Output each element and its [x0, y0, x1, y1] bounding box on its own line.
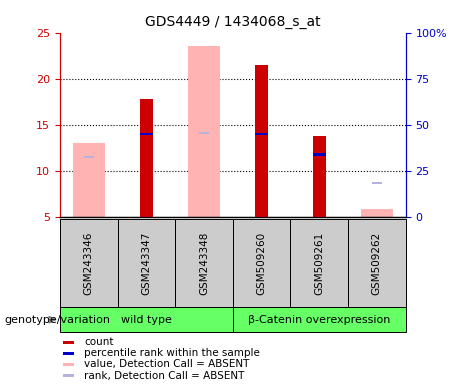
- FancyBboxPatch shape: [233, 219, 290, 307]
- FancyBboxPatch shape: [348, 219, 406, 307]
- Bar: [140, 133, 153, 135]
- Text: β-Catenin overexpression: β-Catenin overexpression: [248, 314, 390, 325]
- Text: GSM243346: GSM243346: [84, 231, 94, 295]
- Bar: [372, 182, 382, 184]
- FancyBboxPatch shape: [60, 219, 118, 307]
- Text: genotype/variation: genotype/variation: [5, 314, 111, 325]
- Bar: [361, 209, 393, 217]
- FancyBboxPatch shape: [64, 352, 74, 354]
- Bar: [140, 99, 153, 217]
- FancyBboxPatch shape: [118, 219, 175, 307]
- Bar: [313, 153, 325, 156]
- Text: rank, Detection Call = ABSENT: rank, Detection Call = ABSENT: [84, 371, 244, 381]
- Text: GSM243348: GSM243348: [199, 231, 209, 295]
- Text: value, Detection Call = ABSENT: value, Detection Call = ABSENT: [84, 359, 249, 369]
- Text: GSM243347: GSM243347: [142, 231, 151, 295]
- FancyBboxPatch shape: [175, 219, 233, 307]
- FancyBboxPatch shape: [290, 219, 348, 307]
- FancyBboxPatch shape: [64, 374, 74, 377]
- FancyBboxPatch shape: [60, 307, 233, 332]
- Bar: [188, 46, 220, 217]
- Text: percentile rank within the sample: percentile rank within the sample: [84, 348, 260, 358]
- Bar: [255, 133, 268, 135]
- Bar: [199, 132, 209, 134]
- Bar: [73, 143, 105, 217]
- Bar: [255, 65, 268, 217]
- Bar: [83, 156, 94, 158]
- Bar: [313, 136, 325, 217]
- FancyBboxPatch shape: [64, 363, 74, 366]
- Text: count: count: [84, 338, 113, 348]
- FancyBboxPatch shape: [64, 341, 74, 344]
- Text: GSM509260: GSM509260: [257, 232, 266, 295]
- Text: wild type: wild type: [121, 314, 172, 325]
- Title: GDS4449 / 1434068_s_at: GDS4449 / 1434068_s_at: [145, 15, 320, 29]
- FancyBboxPatch shape: [233, 307, 406, 332]
- Text: GSM509261: GSM509261: [314, 232, 324, 295]
- Text: GSM509262: GSM509262: [372, 232, 382, 295]
